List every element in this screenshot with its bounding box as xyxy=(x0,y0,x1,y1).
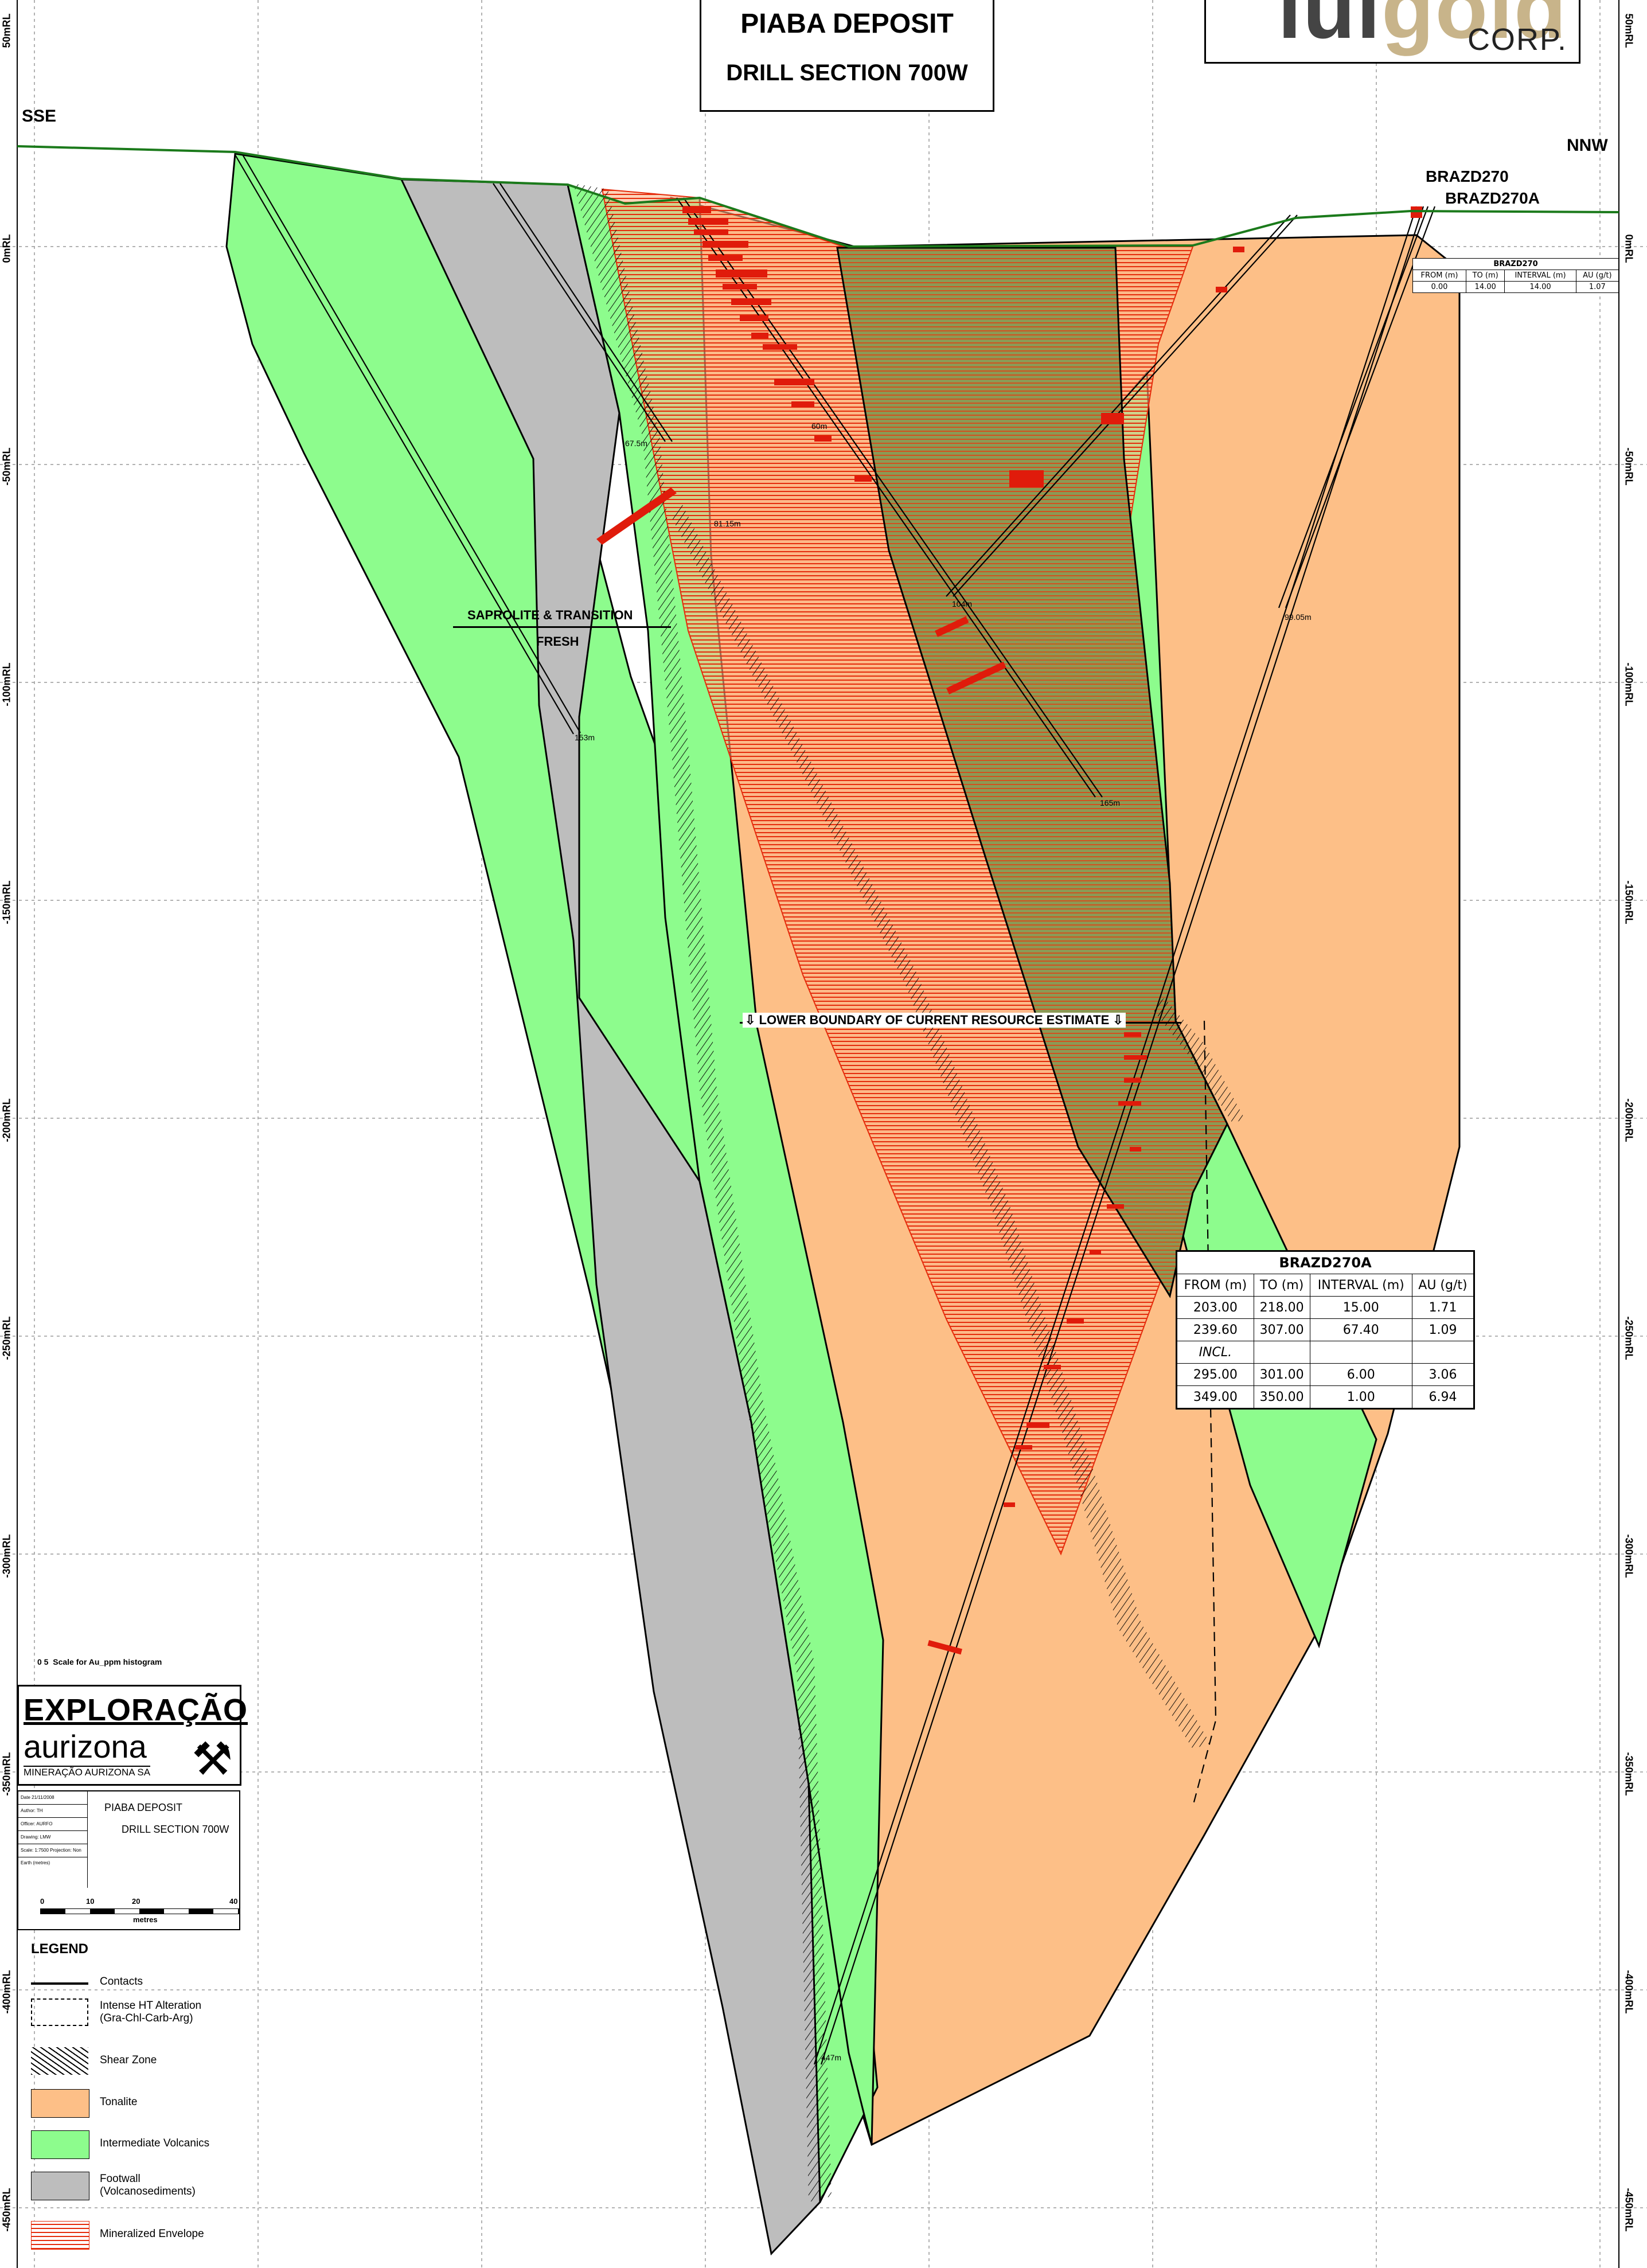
table-title: BRAZD270 xyxy=(1412,258,1619,270)
shear-zone-2 xyxy=(671,505,1210,1749)
depth-label: 67.5m xyxy=(625,439,647,448)
logo-corp: CORP. xyxy=(1467,22,1567,57)
table-header: INTERVAL (m) xyxy=(1504,270,1576,282)
shear-zone-3 xyxy=(1153,998,1244,1124)
rl-right-m150: -150mRL xyxy=(1623,880,1635,924)
direction-sse: SSE xyxy=(22,107,57,126)
brazd270-assay-table: BRAZD270 FROM (m) TO (m) INTERVAL (m) AU… xyxy=(1412,258,1619,293)
table-header: INTERVAL (m) xyxy=(1309,1274,1412,1297)
rl-right-0: 0mRL xyxy=(1623,234,1635,263)
info-subtitle: DRILL SECTION 700W xyxy=(122,1824,229,1835)
footwall-unit xyxy=(400,178,821,2256)
rl-right-m400: -400mRL xyxy=(1623,1970,1635,2014)
rl-right-m200: -200mRL xyxy=(1623,1098,1635,1142)
drillhole-label-brazd270a: BRAZD270A xyxy=(1445,189,1540,207)
depth-label: 447m xyxy=(821,2053,842,2062)
drillhole-traces xyxy=(235,153,1436,2065)
table-header: TO (m) xyxy=(1253,1274,1310,1297)
table-title: BRAZD270A xyxy=(1176,1251,1474,1274)
depth-label: 81.15m xyxy=(714,519,741,528)
depth-label: 165m xyxy=(1100,798,1121,807)
table-header: AU (g/t) xyxy=(1575,270,1619,282)
rl-left-m100: -100mRL xyxy=(1,662,13,706)
info-title: PIABA DEPOSIT xyxy=(104,1802,183,1813)
drillhole-label-brazd270: BRAZD270 xyxy=(1426,167,1509,185)
table-row: 0.00 14.00 14.00 1.07 xyxy=(1412,281,1619,293)
drawing-meta: Date 21/11/2008 Author: TH Officer: AURF… xyxy=(18,1791,88,1889)
rl-left-m250: -250mRL xyxy=(1,1316,13,1360)
rl-right-50: 50mRL xyxy=(1623,13,1635,48)
rl-left-0: 0mRL xyxy=(1,234,13,263)
depth-label: 104m xyxy=(952,599,973,608)
pickaxe-icon: ⚒ xyxy=(192,1734,233,1785)
rl-left-m150: -150mRL xyxy=(1,880,13,924)
depth-label: 153m xyxy=(575,733,595,742)
company-name-3: MINERAÇÃO AURIZONA SA xyxy=(24,1766,151,1778)
company-name-1: EXPLORAÇÃO xyxy=(24,1693,248,1727)
section-subtitle: DRILL SECTION 700W xyxy=(726,60,968,85)
legend-title: LEGEND xyxy=(31,1941,89,1957)
company-name-2: aurizona xyxy=(24,1728,147,1765)
histogram-scale: 0 5 Scale for Au_ppm histogram xyxy=(37,1657,162,1666)
logo-text-1: lui xyxy=(1278,0,1381,56)
saprolite-boundary-line xyxy=(453,626,671,628)
saprolite-label: SAPROLITE & TRANSITION xyxy=(467,608,633,622)
rl-right-m450: -450mRL xyxy=(1623,2188,1635,2232)
au-histogram-bars xyxy=(596,206,1422,1655)
fresh-label: FRESH xyxy=(536,634,579,649)
company-logo: luigold CORP. xyxy=(1204,0,1580,64)
shear-zone-1 xyxy=(573,184,832,2202)
depth-label: 99.05m xyxy=(1285,612,1312,622)
rl-left-m350: -350mRL xyxy=(1,1752,13,1796)
depth-label: 60m xyxy=(811,421,828,431)
direction-nnw: NNW xyxy=(1567,136,1608,155)
drawing-info-box: Date 21/11/2008 Author: TH Officer: AURF… xyxy=(17,1790,240,1890)
rl-left-m400: -400mRL xyxy=(1,1970,13,2014)
topography-line xyxy=(17,145,1619,248)
table-row: 239.60 307.00 67.40 1.09 xyxy=(1176,1318,1475,1341)
down-arrow-icon: ⇩ xyxy=(745,1013,759,1027)
scale-bar: 0 10 20 40 metres xyxy=(17,1888,240,1930)
rl-left-m50: -50mRL xyxy=(1,447,13,486)
resource-boundary-label: LOWER BOUNDARY OF CURRENT RESOURCE ESTIM… xyxy=(759,1013,1110,1027)
rl-left-m300: -300mRL xyxy=(1,1534,13,1578)
down-arrow-icon: ⇩ xyxy=(1109,1013,1123,1027)
table-row: 203.00 218.00 15.00 1.71 xyxy=(1176,1296,1475,1319)
deposit-title: PIABA DEPOSIT xyxy=(740,9,954,39)
rl-left-50: 50mRL xyxy=(1,13,13,48)
table-header: TO (m) xyxy=(1465,270,1505,282)
rl-left-m200: -200mRL xyxy=(1,1098,13,1142)
rl-left-m450: -450mRL xyxy=(1,2188,13,2232)
table-row: 295.00 301.00 6.00 3.06 xyxy=(1176,1363,1475,1386)
table-header: AU (g/t) xyxy=(1411,1274,1475,1297)
table-header: FROM (m) xyxy=(1176,1274,1254,1297)
rl-right-m300: -300mRL xyxy=(1623,1534,1635,1578)
logo-text-2: gold xyxy=(1381,0,1568,56)
brazd270a-assay-table: BRAZD270A FROM (m) TO (m) INTERVAL (m) A… xyxy=(1176,1250,1475,1410)
legend: LEGEND Contacts Intense HT Alteration (G… xyxy=(17,1941,238,2268)
rl-right-m250: -250mRL xyxy=(1623,1316,1635,1360)
company-block: EXPLORAÇÃO aurizona MINERAÇÃO AURIZONA S… xyxy=(17,1685,247,1786)
rl-right-m100: -100mRL xyxy=(1623,662,1635,706)
table-header: FROM (m) xyxy=(1412,270,1466,282)
table-row: INCL. xyxy=(1176,1341,1475,1364)
rl-right-m350: -350mRL xyxy=(1623,1752,1635,1796)
table-row: 349.00 350.00 1.00 6.94 xyxy=(1176,1385,1475,1409)
rl-right-m50: -50mRL xyxy=(1623,447,1635,486)
section-title-box: PIABA DEPOSIT DRILL SECTION 700W xyxy=(700,0,994,112)
